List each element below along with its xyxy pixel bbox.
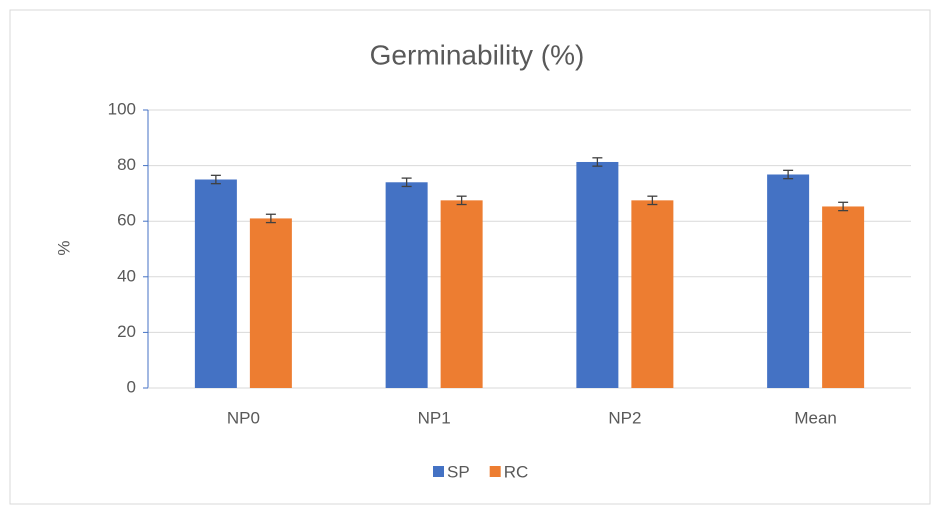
bar — [440, 200, 483, 388]
legend-label: SP — [447, 462, 470, 481]
legend-label: RC — [504, 462, 529, 481]
x-tick-label: NP1 — [418, 408, 451, 427]
error-bar — [647, 195, 658, 206]
bar — [385, 182, 428, 388]
y-tick-label: 60 — [117, 211, 136, 230]
error-bar — [401, 177, 412, 188]
error-bar — [783, 169, 794, 180]
x-tick-label: NP2 — [608, 408, 641, 427]
y-axis-label: % — [54, 240, 73, 255]
error-bar — [265, 213, 276, 224]
error-bar — [838, 201, 849, 212]
x-tick-label: NP0 — [227, 408, 260, 427]
x-tick-label: Mean — [794, 408, 837, 427]
bar — [822, 206, 865, 388]
bar — [249, 218, 292, 388]
chart-title: Germinability (%) — [370, 39, 585, 70]
legend-swatch — [433, 466, 444, 477]
bar — [194, 179, 237, 388]
y-tick-label: 20 — [117, 322, 136, 341]
error-bar — [456, 195, 467, 206]
bar — [631, 200, 674, 388]
legend-swatch — [489, 466, 501, 477]
bar — [576, 161, 619, 388]
y-tick-label: 40 — [117, 266, 136, 285]
y-tick-label: 0 — [127, 377, 136, 396]
y-tick-label: 100 — [108, 99, 136, 118]
error-bar — [592, 157, 603, 167]
bar — [767, 174, 810, 388]
y-tick-label: 80 — [117, 155, 136, 174]
error-bar — [210, 174, 221, 185]
